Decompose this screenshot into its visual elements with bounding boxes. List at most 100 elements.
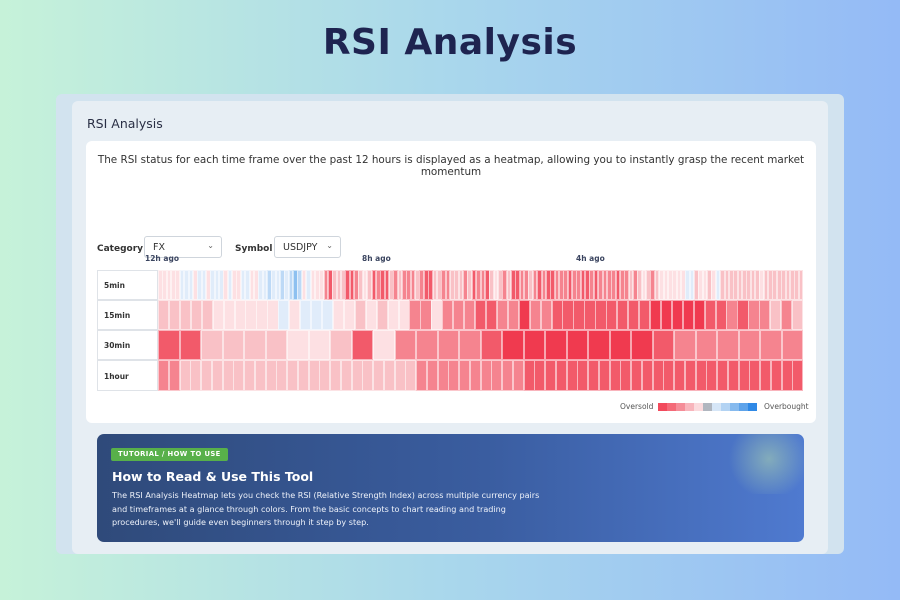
heatmap-cell-1hour-19 bbox=[362, 360, 374, 391]
heatmap-cell-5min-83 bbox=[519, 270, 525, 300]
heatmap-cell-1hour-50 bbox=[695, 360, 707, 391]
heatmap-cell-15min-23 bbox=[409, 300, 421, 330]
heatmap-cell-5min-109 bbox=[633, 270, 638, 300]
heatmap-cell-1hour-10 bbox=[265, 360, 277, 391]
heatmap-cell-5min-145 bbox=[789, 270, 795, 300]
heatmap-cell-30min-16 bbox=[502, 330, 524, 360]
row-label-5min: 5min bbox=[97, 270, 158, 300]
heatmap-cell-5min-67 bbox=[449, 270, 455, 300]
heatmap-cell-1hour-35 bbox=[534, 360, 546, 391]
heatmap-cell-15min-21 bbox=[387, 300, 399, 330]
heatmap-cell-5min-110 bbox=[637, 270, 643, 300]
time-label-12h: 12h ago bbox=[145, 254, 179, 263]
heatmap-cell-5min-38 bbox=[323, 270, 329, 300]
heatmap-cell-30min-13 bbox=[437, 330, 460, 360]
heatmap-cell-15min-5 bbox=[212, 300, 224, 330]
heatmap-cell-5min-10 bbox=[201, 270, 207, 300]
heatmap-cell-5min-97 bbox=[580, 270, 586, 300]
heatmap-cell-1hour-37 bbox=[555, 360, 567, 391]
heatmap-cell-15min-0 bbox=[158, 300, 170, 330]
heatmap-cell-15min-41 bbox=[606, 300, 618, 330]
heatmap-cell-5min-121 bbox=[685, 270, 690, 300]
heatmap-cell-5min-26 bbox=[271, 270, 276, 300]
heatmap-cell-30min-12 bbox=[416, 330, 438, 360]
heatmap-cell-1hour-11 bbox=[276, 360, 288, 391]
chevron-down-icon: ⌄ bbox=[326, 241, 333, 250]
heatmap-cell-1hour-47 bbox=[663, 360, 675, 391]
heatmap-cell-1hour-24 bbox=[416, 360, 428, 391]
heatmap-cell-5min-99 bbox=[589, 270, 595, 300]
heatmap-cell-5min-15 bbox=[223, 270, 229, 300]
heatmap-cell-1hour-27 bbox=[448, 360, 460, 391]
heatmap-cell-5min-95 bbox=[572, 270, 577, 300]
heatmap-cell-5min-45 bbox=[354, 270, 359, 300]
heatmap-cell-5min-124 bbox=[698, 270, 704, 300]
heatmap-cell-15min-17 bbox=[343, 300, 356, 330]
heatmap-cell-5min-25 bbox=[266, 270, 272, 300]
heatmap-cell-5min-71 bbox=[467, 270, 473, 300]
heatmap-cell-30min-4 bbox=[244, 330, 266, 360]
heatmap-cell-1hour-52 bbox=[717, 360, 729, 391]
heatmap-cell-15min-30 bbox=[485, 300, 498, 330]
heatmap-cell-5min-14 bbox=[219, 270, 224, 300]
heatmap-cell-5min-56 bbox=[402, 270, 407, 300]
heatmap-cell-5min-94 bbox=[567, 270, 573, 300]
heatmap-cell-5min-107 bbox=[624, 270, 629, 300]
heatmap-cell-1hour-0 bbox=[158, 360, 170, 391]
heatmap-cell-1hour-23 bbox=[405, 360, 417, 391]
heatmap-cell-5min-113 bbox=[650, 270, 656, 300]
heatmap-cell-15min-45 bbox=[649, 300, 662, 330]
heatmap-cell-15min-47 bbox=[671, 300, 684, 330]
heatmap-cell-1hour-9 bbox=[254, 360, 266, 391]
heatmap-cell-1hour-41 bbox=[598, 360, 610, 391]
heatmap-cell-5min-50 bbox=[375, 270, 381, 300]
heatmap-cell-5min-114 bbox=[654, 270, 660, 300]
heatmap-cell-5min-116 bbox=[663, 270, 669, 300]
heatmap-cell-30min-5 bbox=[265, 330, 288, 360]
heatmap-cell-5min-77 bbox=[493, 270, 499, 300]
heatmap-cell-5min-115 bbox=[659, 270, 664, 300]
category-label: Category : bbox=[97, 244, 150, 254]
heatmap-cell-1hour-57 bbox=[770, 360, 782, 391]
heatmap-cell-1hour-38 bbox=[566, 360, 578, 391]
heatmap-cell-5min-85 bbox=[528, 270, 534, 300]
heatmap-cell-1hour-53 bbox=[727, 360, 739, 391]
heatmap-cell-1hour-17 bbox=[340, 360, 352, 391]
category-select[interactable]: FX ⌄ bbox=[144, 236, 222, 258]
heatmap-cell-1hour-3 bbox=[190, 360, 202, 391]
heatmap-cell-5min-32 bbox=[297, 270, 303, 300]
heatmap-cell-5min-37 bbox=[319, 270, 324, 300]
heatmap-cell-15min-42 bbox=[617, 300, 629, 330]
page-title: RSI Analysis bbox=[322, 22, 578, 63]
legend-swatch-3 bbox=[685, 403, 694, 411]
heatmap-cell-5min-93 bbox=[563, 270, 568, 300]
heatmap-cell-15min-26 bbox=[442, 300, 454, 330]
heatmap-cell-5min-39 bbox=[327, 270, 333, 300]
chevron-down-icon: ⌄ bbox=[207, 241, 214, 250]
heatmap-cell-15min-24 bbox=[420, 300, 432, 330]
heatmap-cell-30min-24 bbox=[674, 330, 696, 360]
heatmap-cell-5min-112 bbox=[646, 270, 651, 300]
heatmap-cell-5min-66 bbox=[445, 270, 451, 300]
tutorial-banner[interactable]: TUTORIAL / HOW TO USE How to Read & Use … bbox=[97, 434, 804, 542]
heatmap-cell-30min-9 bbox=[351, 330, 374, 360]
heatmap-cell-1hour-44 bbox=[631, 360, 643, 391]
heatmap-cell-15min-18 bbox=[354, 300, 366, 330]
symbol-select[interactable]: USDJPY ⌄ bbox=[274, 236, 341, 258]
rsi-panel: RSI Analysis The RSI status for each tim… bbox=[72, 101, 828, 554]
heatmap-cell-15min-16 bbox=[332, 300, 345, 330]
heatmap-cell-1hour-28 bbox=[459, 360, 471, 391]
heatmap-cell-5min-35 bbox=[310, 270, 316, 300]
heatmap-cell-5min-91 bbox=[554, 270, 560, 300]
legend-swatch-10 bbox=[748, 403, 757, 411]
heatmap-cell-5min-129 bbox=[720, 270, 725, 300]
heatmap-cell-1hour-12 bbox=[287, 360, 299, 391]
legend-swatch-9 bbox=[739, 403, 748, 411]
heatmap-cell-30min-25 bbox=[695, 330, 718, 360]
heatmap-cell-15min-49 bbox=[693, 300, 705, 330]
heatmap-cell-1hour-49 bbox=[684, 360, 696, 391]
heatmap-cell-30min-8 bbox=[330, 330, 352, 360]
heatmap-cell-5min-4 bbox=[175, 270, 181, 300]
heatmap-cell-5min-13 bbox=[214, 270, 220, 300]
heatmap-cell-5min-24 bbox=[262, 270, 268, 300]
